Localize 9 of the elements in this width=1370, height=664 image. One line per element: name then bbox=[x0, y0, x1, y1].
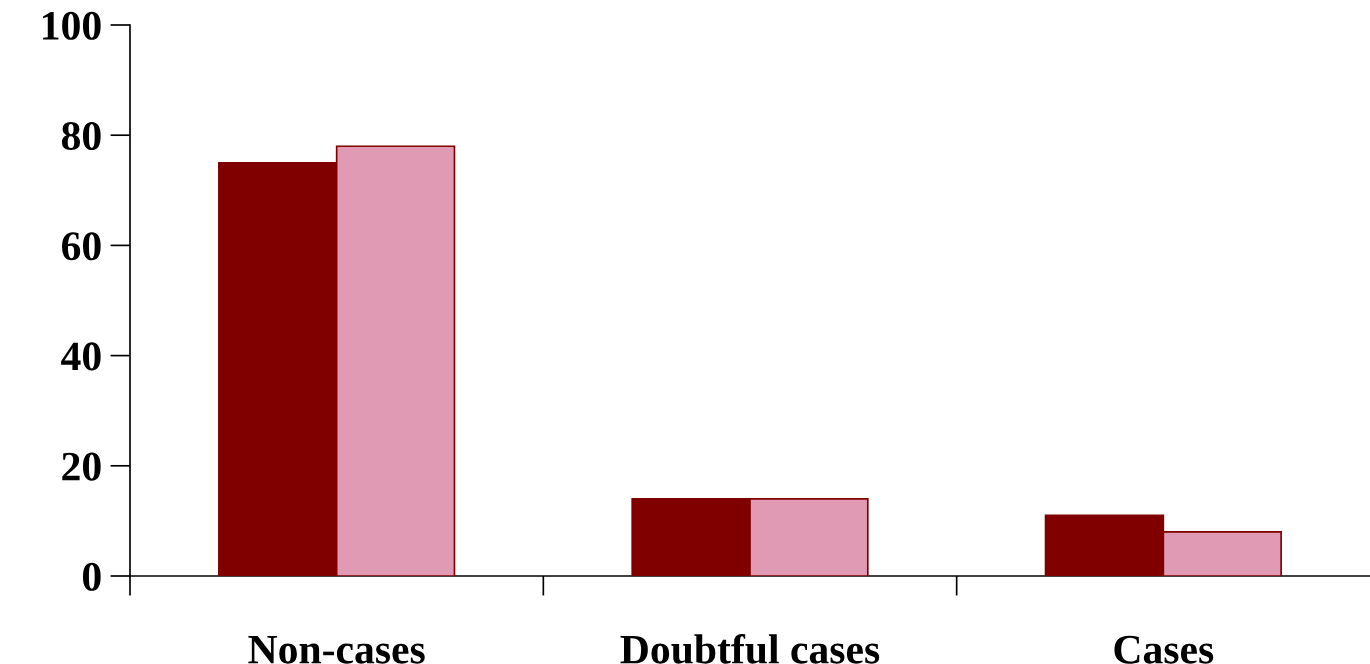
x-tick-label: Cases bbox=[1114, 635, 1214, 664]
y-tick-label: 0 bbox=[82, 562, 101, 591]
y-tick-label: 20 bbox=[62, 452, 101, 481]
x-tick-label: Doubtful cases bbox=[620, 633, 880, 664]
x-tick-label: Non-cases bbox=[248, 635, 425, 664]
y-tick-label: 80 bbox=[61, 121, 101, 151]
y-tick-label: 60 bbox=[61, 232, 101, 261]
y-tick-label: 100 bbox=[43, 11, 101, 40]
y-tick-label: 40 bbox=[61, 342, 101, 371]
